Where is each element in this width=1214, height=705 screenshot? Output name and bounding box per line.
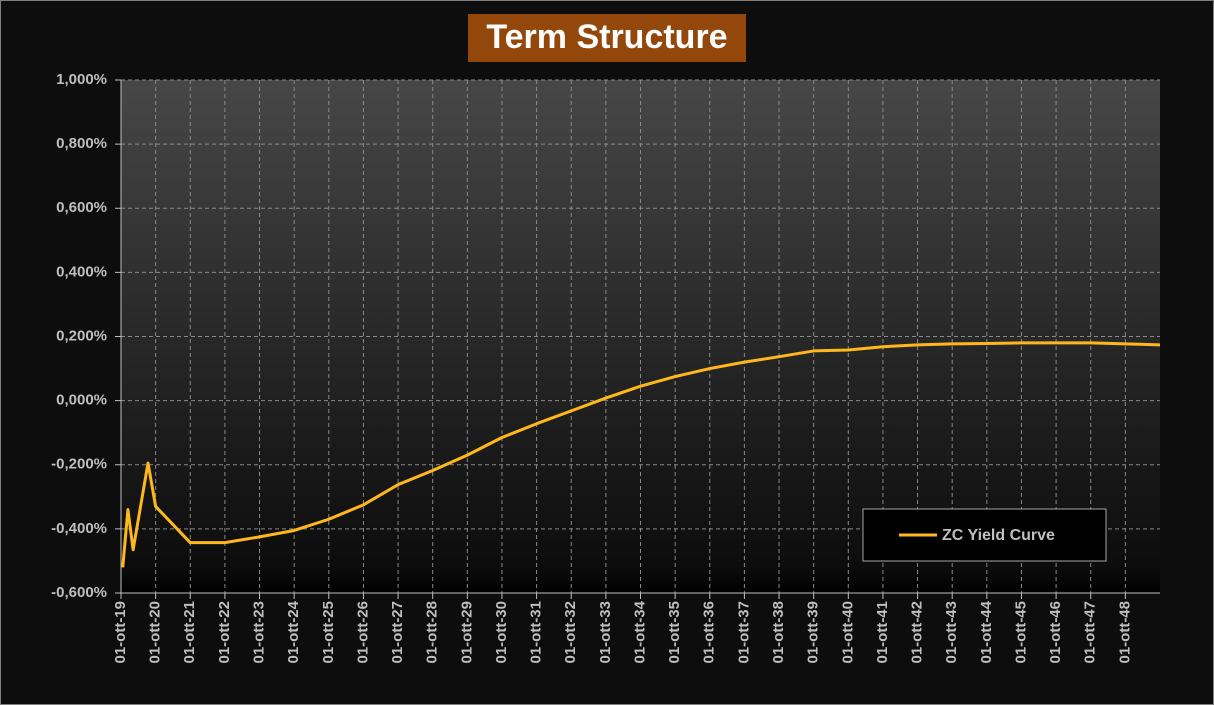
y-tick-label: 0,000%: [56, 392, 107, 409]
y-tick-label: 1,000%: [56, 71, 107, 88]
x-tick-label: 01-ott-31: [528, 601, 545, 664]
x-tick-label: 01-ott-28: [424, 601, 441, 664]
x-tick-label: 01-ott-33: [597, 601, 614, 664]
x-tick-label: 01-ott-23: [251, 601, 268, 664]
x-tick-label: 01-ott-30: [493, 601, 510, 664]
x-tick-label: 01-ott-48: [1116, 601, 1133, 664]
x-tick-label: 01-ott-25: [320, 601, 337, 664]
y-tick-label: -0,200%: [51, 456, 107, 473]
x-tick-label: 01-ott-27: [389, 601, 406, 664]
y-tick-label: 0,800%: [56, 135, 107, 152]
x-tick-label: 01-ott-36: [701, 601, 718, 664]
x-tick-label: 01-ott-24: [285, 600, 302, 663]
x-tick-label: 01-ott-21: [181, 601, 198, 664]
x-tick-label: 01-ott-26: [354, 601, 371, 664]
x-tick-label: 01-ott-29: [458, 601, 475, 664]
x-tick-label: 01-ott-46: [1047, 601, 1064, 664]
y-tick-label: 0,200%: [56, 327, 107, 344]
x-tick-label: 01-ott-39: [805, 601, 822, 664]
x-tick-label: 01-ott-41: [874, 601, 891, 664]
y-tick-label: 0,600%: [56, 199, 107, 216]
data-line: [121, 341, 1161, 568]
x-tick-label: 01-ott-19: [112, 601, 129, 664]
x-tick-label: 01-ott-38: [770, 601, 787, 664]
y-tick-label: -0,600%: [51, 584, 107, 601]
x-tick-label: 01-ott-35: [666, 601, 683, 664]
x-tick-label: 01-ott-42: [909, 601, 926, 664]
legend-label: ZC Yield Curve: [942, 527, 1055, 544]
x-tick-label: 01-ott-22: [216, 601, 233, 664]
x-tick-label: 01-ott-47: [1082, 601, 1099, 664]
x-tick-label: 01-ott-43: [943, 601, 960, 664]
x-tick-label: 01-ott-37: [735, 601, 752, 664]
title-box: [468, 14, 746, 62]
x-tick-label: 01-ott-45: [1012, 601, 1029, 664]
x-tick-label: 01-ott-44: [978, 600, 995, 663]
x-tick-label: 01-ott-34: [631, 600, 648, 663]
y-tick-label: -0,400%: [51, 520, 107, 537]
x-tick-label: 01-ott-32: [562, 601, 579, 664]
x-tick-label: 01-ott-20: [147, 601, 164, 664]
chart-title: Term Structure: [486, 18, 727, 56]
x-tick-label: 01-ott-40: [839, 601, 856, 664]
y-tick-label: 0,400%: [56, 263, 107, 280]
